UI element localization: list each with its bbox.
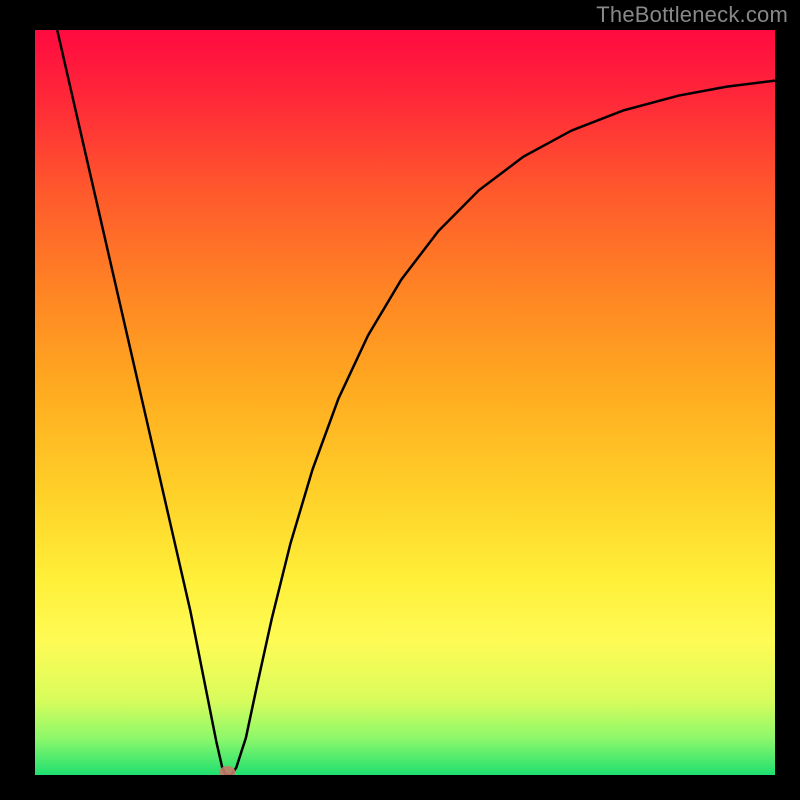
chart-container: TheBottleneck.com	[0, 0, 800, 800]
gradient-background	[35, 30, 775, 775]
plot-area	[35, 30, 775, 775]
watermark-text: TheBottleneck.com	[596, 2, 788, 28]
